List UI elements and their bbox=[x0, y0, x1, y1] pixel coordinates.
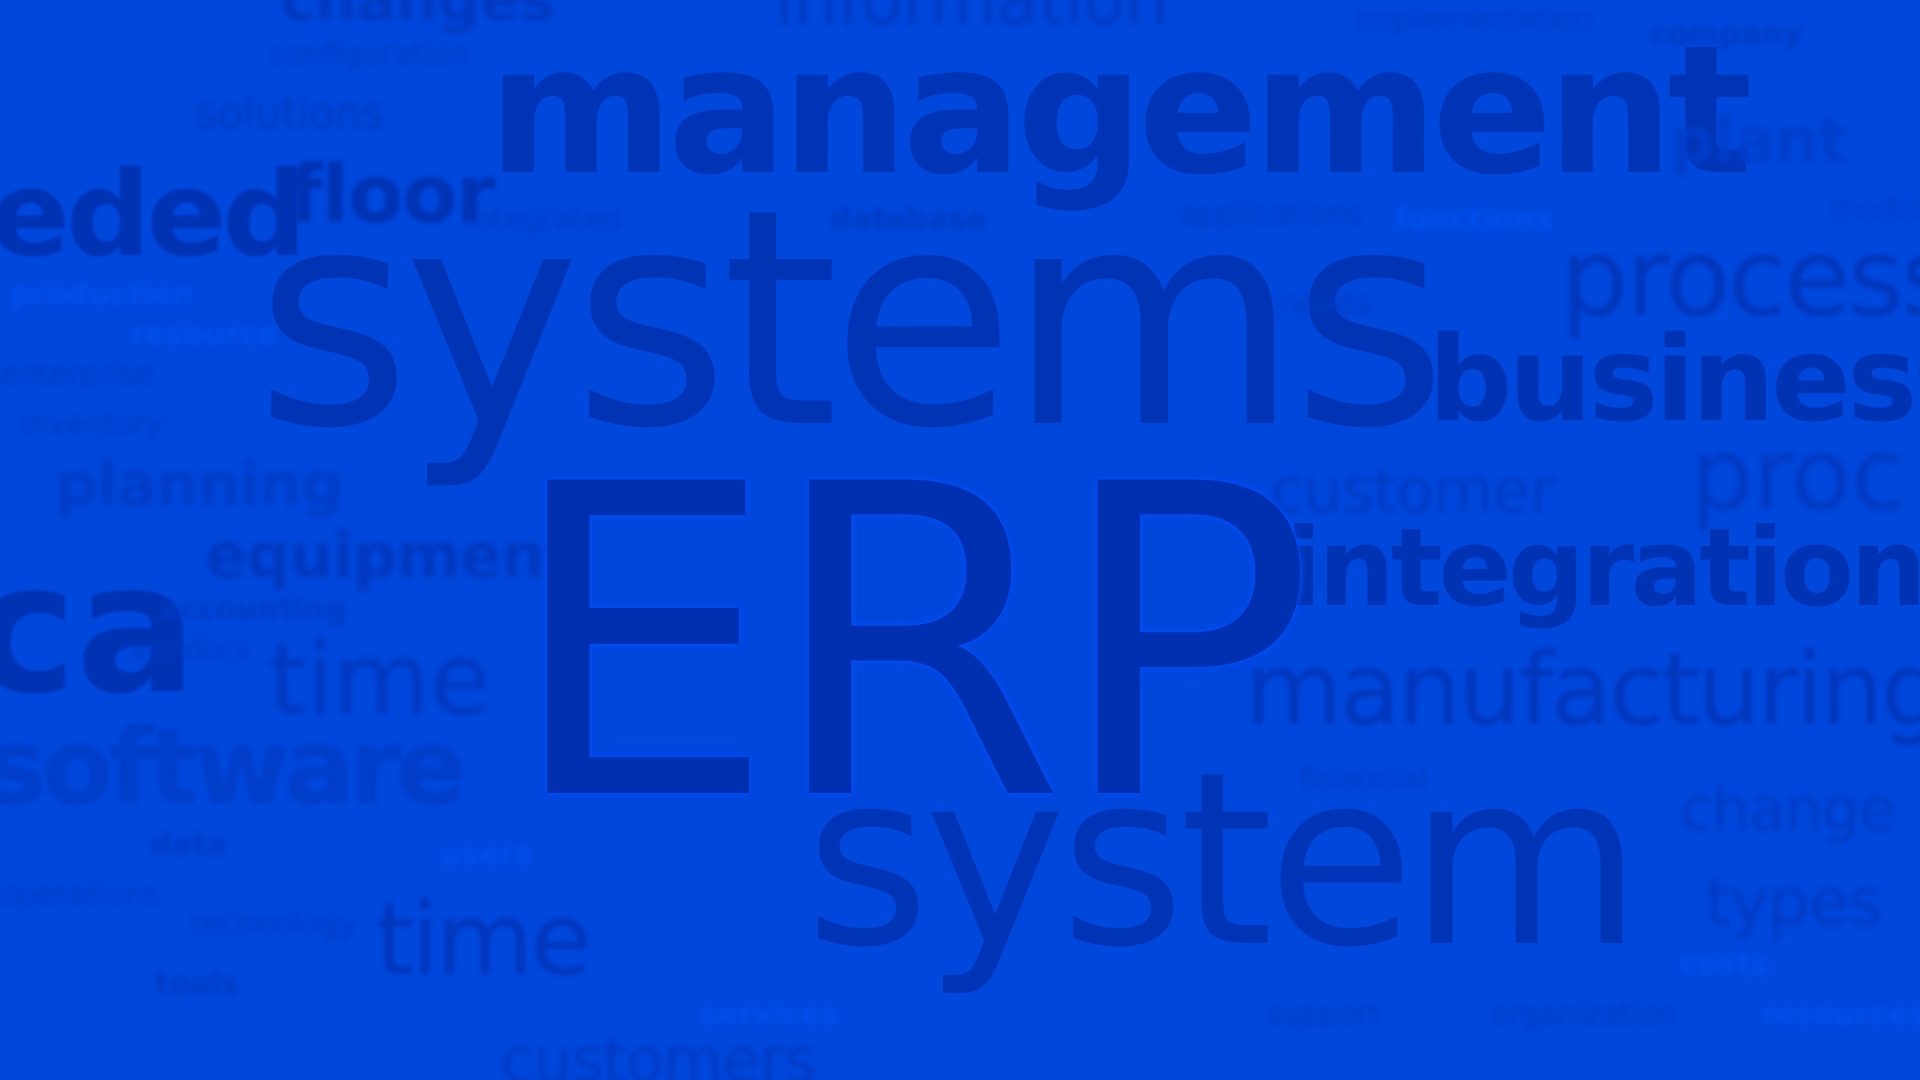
word-changes: changes bbox=[280, 0, 555, 35]
word-resource: resource bbox=[130, 317, 278, 352]
word-database: database bbox=[830, 202, 987, 237]
word-company: company bbox=[1650, 17, 1803, 52]
word-information: information bbox=[775, 0, 1169, 41]
word-accounting: accounting bbox=[160, 592, 347, 627]
word-solutions: solutions bbox=[195, 88, 384, 139]
word-support: support bbox=[1265, 997, 1381, 1032]
word-customer: customer bbox=[1270, 454, 1555, 527]
word-systems: systems bbox=[255, 145, 1448, 494]
word-organization: organization bbox=[1490, 997, 1677, 1032]
word-integration: integration bbox=[1285, 506, 1920, 631]
word-needs: needs bbox=[1280, 287, 1371, 322]
word-vendors: vendors bbox=[130, 632, 251, 667]
word-inventory: inventory bbox=[20, 407, 163, 442]
word-management: management bbox=[488, 7, 1753, 214]
word-modules: modules bbox=[1830, 192, 1920, 227]
word-implementation: implementation bbox=[1355, 2, 1593, 37]
word-resources: resources bbox=[1760, 997, 1920, 1032]
word-erp: ERP bbox=[505, 395, 1315, 895]
word-planning: planning bbox=[55, 450, 344, 520]
word-eded: eded bbox=[0, 145, 307, 283]
word-users: users bbox=[440, 837, 533, 872]
word-manufacturing: manufacturing bbox=[1245, 631, 1920, 748]
word-integrated: integrated bbox=[465, 202, 622, 237]
word-operations: operations bbox=[0, 877, 160, 912]
word-types: types bbox=[1705, 864, 1883, 941]
word-software: time bbox=[375, 881, 592, 998]
word-configuration: configuration bbox=[270, 37, 469, 72]
word-financial: financial bbox=[1300, 762, 1427, 797]
word-services: services bbox=[700, 997, 839, 1032]
word-data: data bbox=[150, 827, 227, 862]
word-system: system bbox=[805, 720, 1643, 1000]
word-citation: processes bbox=[1560, 216, 1920, 341]
word-technology: technology bbox=[190, 907, 357, 942]
word-customers: customers bbox=[500, 1024, 816, 1080]
word-change: change bbox=[1680, 775, 1896, 845]
word-business: business bbox=[1428, 310, 1920, 448]
word-costs: costs bbox=[1680, 947, 1769, 982]
word-tools: tools bbox=[155, 967, 239, 1002]
word-applications: applications bbox=[1180, 197, 1362, 232]
word-proc: proc bbox=[1690, 416, 1906, 533]
word-plant: plant bbox=[1670, 104, 1847, 177]
word-ca: ca bbox=[0, 525, 197, 734]
word-enterprise: enterprise bbox=[0, 357, 154, 392]
word-production: production bbox=[10, 277, 195, 312]
word-functions: functions bbox=[1395, 202, 1553, 237]
word-equipment: equipment bbox=[205, 519, 574, 592]
word-processes: software bbox=[0, 706, 466, 828]
word-time: time bbox=[268, 621, 491, 738]
word-floor: floor bbox=[288, 148, 496, 241]
